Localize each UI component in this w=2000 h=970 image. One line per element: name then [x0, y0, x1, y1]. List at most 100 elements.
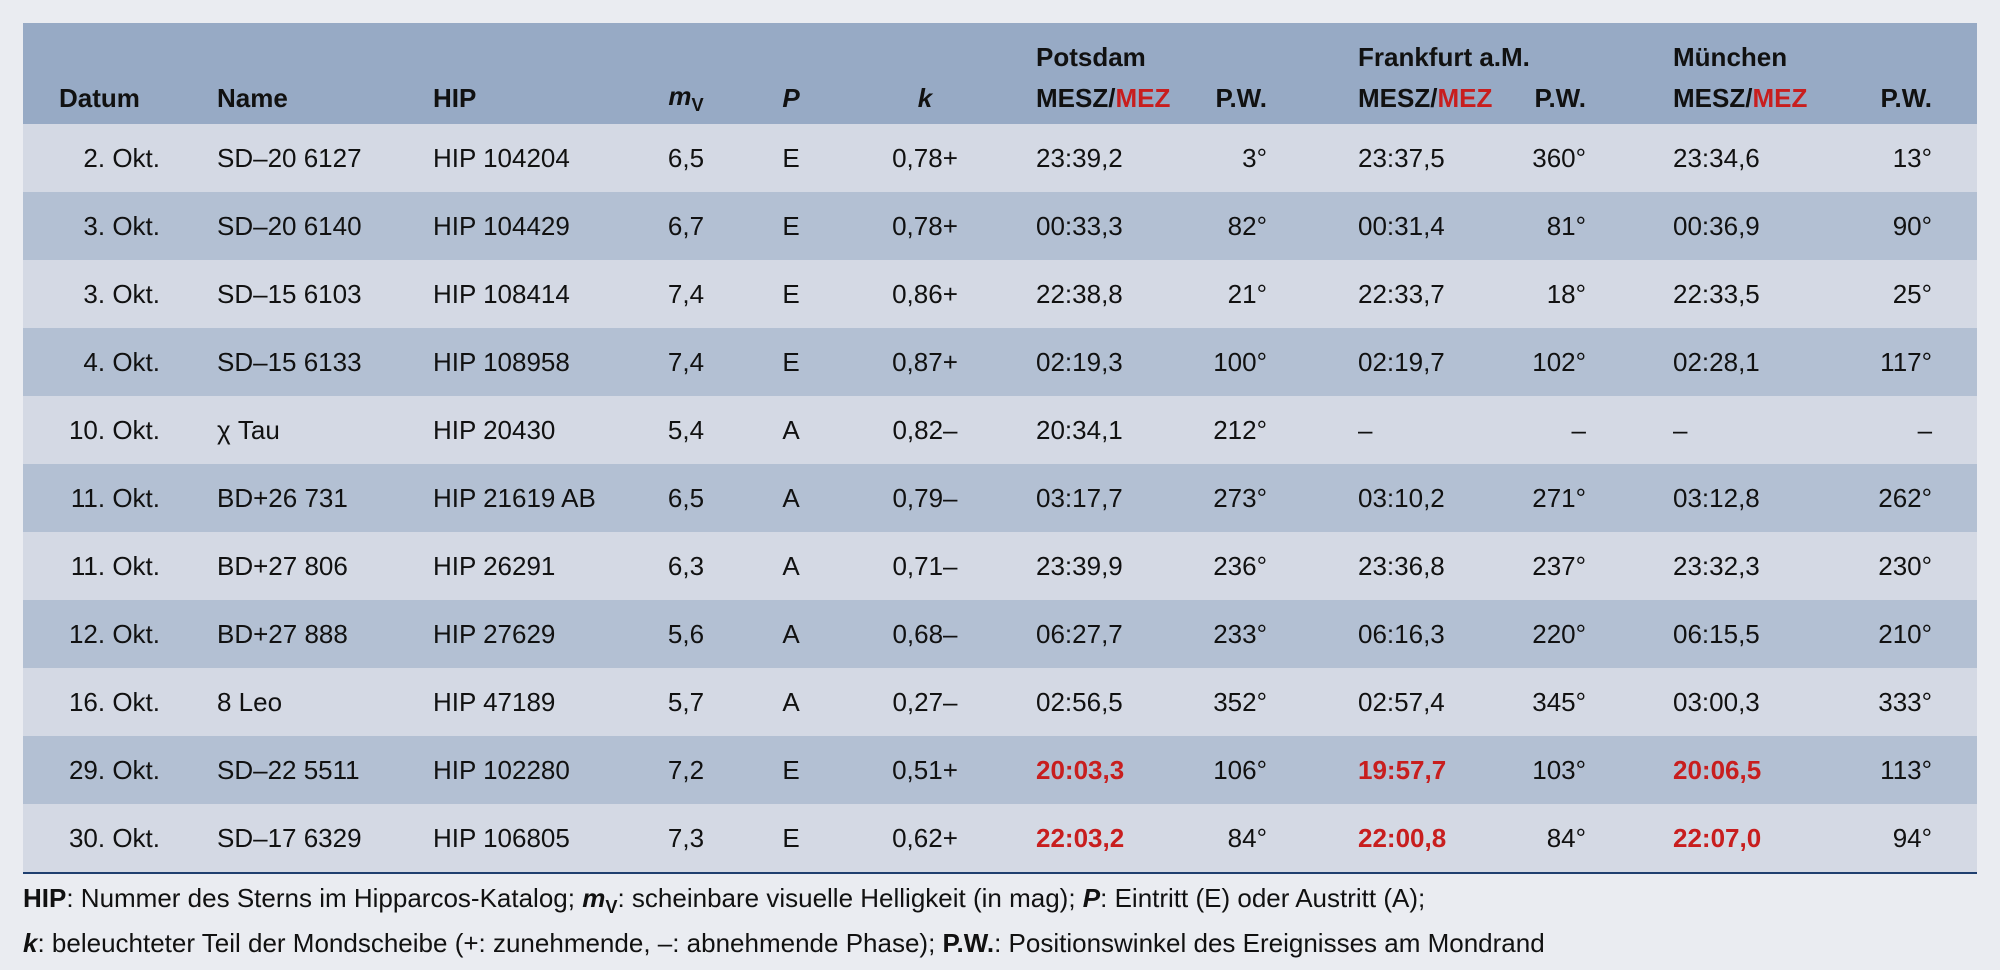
- column-header: Datum: [23, 73, 185, 124]
- footnote-bold: P: [1083, 883, 1100, 913]
- table-cell: 220°: [1532, 618, 1587, 649]
- table-cell: 0,51+: [892, 754, 958, 785]
- table-cell: A: [782, 482, 800, 513]
- footnote-text: k: [23, 928, 38, 959]
- table-cell: 20:34,1: [1036, 414, 1123, 445]
- table-cell: –: [1917, 414, 1933, 445]
- header-text: Name: [217, 83, 288, 113]
- table-cell: 0,87+: [892, 346, 958, 377]
- table-cell: 18°: [1546, 278, 1587, 309]
- table-cell: 82°: [1227, 210, 1267, 241]
- table-row: 16. Okt. 8 Leo HIP 47189 5,7 A 0,27– 02:56,5 35…: [23, 668, 1978, 736]
- table-cell: 7,3: [667, 822, 705, 853]
- table-cell: χ Tau: [217, 414, 280, 445]
- table-cell: 22:03,2: [1036, 822, 1125, 853]
- footnote-bold: P.W.: [943, 928, 995, 958]
- table-cell: 11. Okt.: [70, 550, 160, 581]
- table-cell: 0,68–: [892, 618, 958, 649]
- column-header: Name: [185, 73, 415, 124]
- header-text: m: [668, 80, 692, 111]
- table-cell: 00:31,4: [1358, 210, 1445, 241]
- table-cell: 06:15,5: [1673, 618, 1760, 649]
- table-cell: 84°: [1227, 822, 1267, 853]
- footnote-text: P.W.: [942, 928, 995, 959]
- footnote-italic: k: [23, 928, 37, 958]
- table-cell: 6,5: [667, 142, 705, 173]
- header-text: P.W.: [1215, 83, 1267, 113]
- table-row: 12. Okt. BD+27 888 HIP 27629 5,6 A 0,68– 06:27…: [23, 600, 1978, 668]
- table-cell: 102°: [1532, 346, 1587, 377]
- table-cell: 7,2: [667, 754, 705, 785]
- table-cell: 22:38,8: [1036, 278, 1123, 309]
- table-row: 10. Okt. χ Tau HIP 20430 5,4 A 0,82– 20:34,1 21…: [23, 396, 1978, 464]
- header-text: HIP: [433, 83, 477, 113]
- table-cell: 22:00,8: [1358, 822, 1447, 853]
- table-cell: HIP 47189: [433, 686, 556, 717]
- table-cell: 230°: [1878, 550, 1933, 581]
- table-cell: 06:27,7: [1036, 618, 1123, 649]
- table-cell: 7,4: [667, 278, 705, 309]
- table-cell: A: [782, 686, 800, 717]
- table-cell: 210°: [1878, 618, 1933, 649]
- column-header: mV: [632, 73, 740, 124]
- table-cell: E: [782, 278, 800, 309]
- footnote-text: HIP: [23, 883, 67, 913]
- table-cell: HIP 26291: [433, 550, 556, 581]
- table-cell: 10. Okt.: [68, 414, 160, 445]
- table-cell: 6,7: [667, 210, 705, 241]
- table-row: 11. Okt. BD+27 806 HIP 26291 6,3 A 0,71– 23:39…: [23, 532, 1978, 600]
- table-cell: 90°: [1892, 210, 1933, 241]
- footnote-text: : scheinbare visuelle Helligkeit (in mag…: [617, 883, 1083, 913]
- header-text-red: MEZ: [1115, 83, 1171, 113]
- footnote: HIP: Nummer des Sterns im Hipparcos-Kata…: [23, 880, 1977, 961]
- table-cell: SD–20 6127: [217, 142, 362, 173]
- table-cell: 23:32,3: [1673, 550, 1760, 581]
- table-cell: A: [782, 414, 800, 445]
- footnote-bold: HIP: [23, 883, 66, 913]
- table-cell: 30. Okt.: [68, 822, 160, 853]
- header-spacer: [185, 23, 415, 73]
- table-cell: 262°: [1878, 482, 1933, 513]
- occultation-table: Potsdam Frankfurt a.M. München Datum Name HIP…: [23, 23, 1978, 872]
- header-spacer: [415, 23, 632, 73]
- header-spacer: [23, 23, 185, 73]
- table-cell: 0,79–: [892, 482, 958, 513]
- table-cell: 6,3: [667, 550, 705, 581]
- footnote-italic: m: [582, 883, 605, 913]
- table-cell: 02:57,4: [1358, 686, 1445, 717]
- table-cell: 0,78+: [892, 142, 958, 173]
- footnote-line: HIP: Nummer des Sterns im Hipparcos-Kata…: [23, 880, 1977, 925]
- table-cell: 22:07,0: [1673, 822, 1762, 853]
- table-cell: SD–22 5511: [217, 754, 360, 785]
- header-text: Datum: [59, 83, 140, 113]
- table-cell: E: [782, 210, 800, 241]
- footnote-text: : Nummer des Sterns im Hipparcos-Katalog…: [66, 883, 583, 913]
- table-row: 29. Okt. SD–22 5511 HIP 102280 7,2 E 0,51+ 20:…: [23, 736, 1978, 804]
- table-cell: 03:12,8: [1673, 482, 1760, 513]
- table-cell: 212°: [1213, 414, 1267, 445]
- table-cell: 236°: [1213, 550, 1267, 581]
- table-cell: HIP 21619 AB: [433, 482, 596, 513]
- table-cell: E: [782, 142, 800, 173]
- table-cell: 94°: [1892, 822, 1933, 853]
- header-text: MESZ/: [1358, 83, 1438, 113]
- table-cell: BD+27 888: [217, 618, 348, 649]
- table-cell: HIP 104429: [433, 210, 570, 241]
- table-cell: 20:06,5: [1673, 754, 1762, 785]
- header-text: MESZ/: [1673, 83, 1753, 113]
- table-cell: 345°: [1532, 686, 1587, 717]
- column-header: P.W.: [1187, 73, 1289, 124]
- table-cell: 23:39,2: [1036, 142, 1123, 173]
- table-cell: 3. Okt.: [83, 278, 160, 309]
- header-text-red: MEZ: [1752, 83, 1808, 113]
- table-cell: 6,5: [667, 482, 705, 513]
- table-cell: SD–20 6140: [217, 210, 362, 241]
- column-header: P.W.: [1837, 73, 1977, 124]
- table-cell: 0,86+: [892, 278, 958, 309]
- table-cell: –: [1571, 414, 1587, 445]
- header-text: P.W.: [1534, 83, 1587, 113]
- table-row: 2. Okt. SD–20 6127 HIP 104204 6,5 E 0,78+ 23:3…: [23, 124, 1978, 192]
- table-cell: HIP 27629: [433, 618, 556, 649]
- table-cell: HIP 108414: [433, 278, 570, 309]
- table-cell: 12. Okt.: [68, 618, 160, 649]
